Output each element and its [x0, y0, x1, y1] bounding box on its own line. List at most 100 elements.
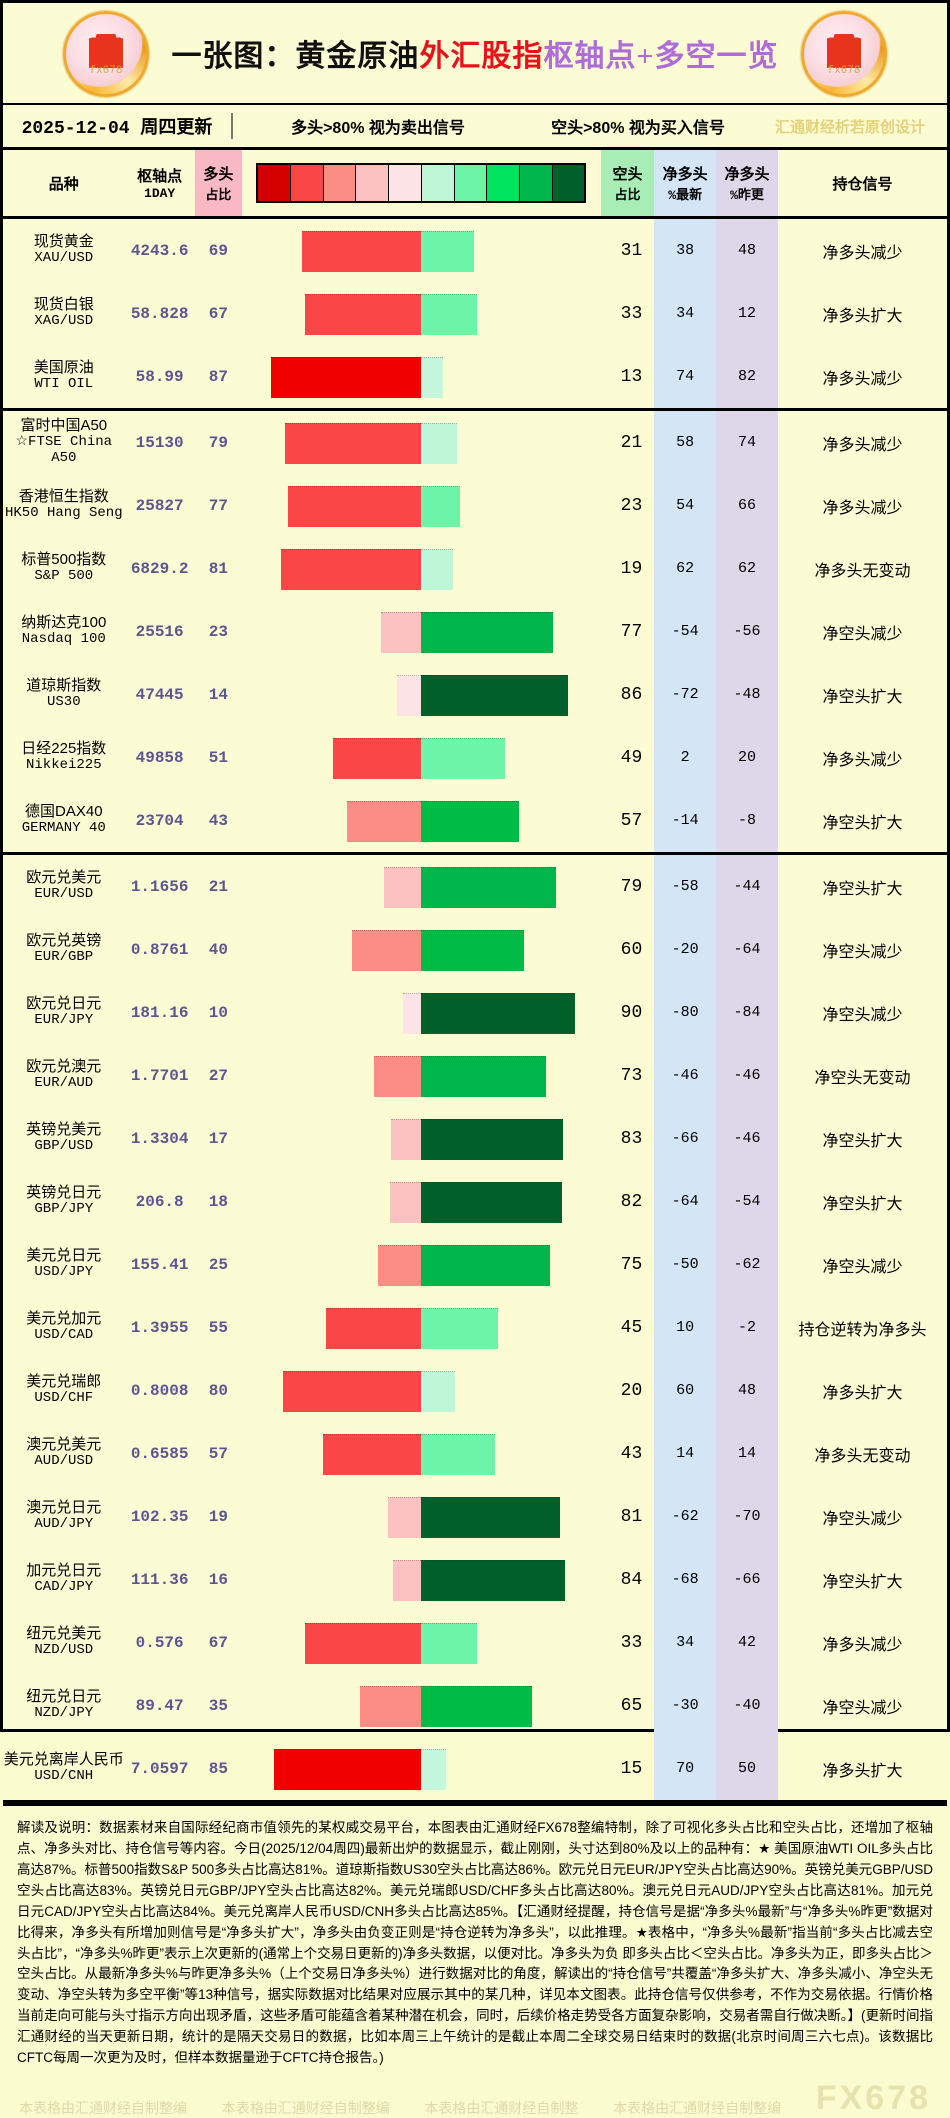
position-signal: 净空头减少	[822, 1258, 903, 1276]
banner: fx678 一张图：黄金原油外汇股指枢轴点+多空一览 fx678	[3, 3, 947, 105]
instrument-name-cn: 美元兑离岸人民币	[3, 1751, 124, 1769]
long-bar-segment	[281, 548, 421, 590]
coin-logo-left-icon: fx678	[63, 11, 149, 97]
instrument-name-en: Nikkei225	[25, 757, 102, 774]
instrument-name-cn: 英镑兑日元	[26, 1184, 102, 1202]
instrument-name-en: AUD/USD	[34, 1453, 94, 1470]
position-bar	[242, 293, 601, 335]
col-header-net-latest-main: 净多头	[662, 166, 708, 183]
long-percent-value: 57	[208, 1444, 228, 1463]
instrument-name-en: EUR/USD	[34, 886, 94, 903]
net-long-latest-value: -46	[654, 1044, 717, 1107]
net-long-prev-value: 14	[716, 1422, 778, 1485]
position-signal: 净空头减少	[822, 1510, 903, 1528]
net-long-latest-value: -14	[654, 789, 717, 855]
short-percent-value: 73	[620, 1065, 643, 1086]
position-signal: 净空头减少	[822, 1699, 903, 1717]
position-bar-cell	[242, 1548, 601, 1611]
instrument-name-en: USD/CAD	[34, 1327, 94, 1344]
instrument-name-cn: 欧元兑英镑	[26, 932, 102, 950]
long-percent-value: 19	[208, 1507, 228, 1526]
position-signal: 净多头减少	[777, 345, 947, 411]
instrument-name-en: CAD/JPY	[34, 1579, 94, 1596]
col-header-long-sub: 占比	[205, 188, 232, 203]
position-bar-cell	[242, 789, 601, 855]
credit-label-2: 本表格由汇通财经自制整	[424, 2100, 579, 2117]
position-bar	[242, 674, 601, 716]
net-long-latest-value: -68	[654, 1548, 717, 1611]
position-signal: 净空头扩大	[822, 880, 903, 898]
net-long-latest-value: -64	[654, 1170, 717, 1233]
long-bar-segment	[387, 1496, 421, 1538]
position-bar	[242, 1748, 601, 1790]
pivot-value: 47445	[135, 685, 184, 704]
col-header-long-pct: 多头 占比	[194, 150, 243, 219]
instrument-name-en: EUR/JPY	[34, 1012, 94, 1029]
pivot-value: 58.99	[124, 345, 195, 411]
short-percent-value: 31	[620, 240, 643, 261]
net-long-prev-value: 48	[716, 217, 778, 282]
pivot-value: 25516	[135, 622, 184, 641]
instrument-name: 纽元兑美元 NZD/USD	[3, 1611, 125, 1674]
position-bar	[242, 422, 601, 464]
instrument-name: 纳斯达克100 Nasdaq 100	[3, 600, 125, 663]
table-row: 现货白银 XAG/USD 58.828 67 33 34 12 净多头扩大	[3, 282, 947, 345]
long-percent-value: 81	[208, 559, 228, 578]
short-bar-segment	[420, 1307, 498, 1349]
plum-blossom-icon	[89, 33, 123, 68]
net-long-prev-value: -62	[716, 1233, 778, 1296]
fx678-watermark: FX678	[815, 2079, 931, 2118]
position-signal: 净空头无变动	[814, 1069, 911, 1087]
instrument-name: 纽元兑日元 NZD/JPY	[3, 1674, 125, 1737]
long-percent-value: 21	[208, 877, 228, 896]
pivot-value: 7.0597	[124, 1737, 195, 1803]
position-bar-cell	[242, 1737, 601, 1803]
short-bar-segment	[420, 1496, 560, 1538]
instrument-name-cn: 欧元兑美元	[26, 869, 102, 887]
long-percent-value: 85	[194, 1737, 243, 1803]
col-header-net-prev-sub: %昨更	[730, 188, 764, 203]
short-bar-segment	[420, 293, 478, 335]
instrument-name-en: USD/JPY	[34, 1264, 94, 1281]
pivot-value: 0.6585	[130, 1444, 189, 1463]
long-bar-segment	[305, 1622, 421, 1664]
instrument-name-en: GBP/JPY	[34, 1201, 94, 1218]
instrument-name: 美国原油 WTI OIL	[3, 345, 125, 411]
position-bar-cell	[242, 1359, 601, 1422]
instrument-name-cn: 纽元兑日元	[26, 1688, 102, 1706]
legend-swatch-9	[552, 165, 585, 201]
instrument-name-en: ☆FTSE China A50	[15, 434, 113, 466]
pivot-value: 58.828	[130, 304, 189, 323]
positions-table: 品种 枢轴点 1DAY 多头 占比 空头 占比 净多头	[3, 150, 947, 1803]
update-date: 2025-12-04 周四更新	[3, 113, 233, 139]
table-row: 纽元兑美元 NZD/USD 0.576 67 33 34 42 净多头减少	[3, 1611, 947, 1674]
instrument-name-cn: 标普500指数	[21, 551, 107, 569]
long-bar-segment	[389, 1181, 421, 1223]
long-threshold-note: 多头>80% 视为卖出信号	[291, 120, 465, 137]
instrument-name-cn: 德国DAX40	[25, 803, 103, 821]
position-bar	[242, 1307, 601, 1349]
net-long-latest-value: -62	[654, 1485, 717, 1548]
position-bar	[242, 1559, 601, 1601]
table-row: 英镑兑美元 GBP/USD 1.3304 17 83 -66 -46 净空头扩大	[3, 1107, 947, 1170]
long-percent-value: 23	[208, 622, 228, 641]
position-signal: 净空头扩大	[777, 789, 947, 855]
pivot-value: 102.35	[130, 1507, 189, 1526]
short-percent-value: 82	[620, 1191, 643, 1212]
instrument-name-cn: 纽元兑美元	[26, 1625, 102, 1643]
net-long-prev-value: -40	[716, 1674, 778, 1737]
position-bar-cell	[242, 1107, 601, 1170]
position-bar-cell	[242, 410, 601, 475]
position-signal: 净多头扩大	[777, 1737, 947, 1803]
position-bar-cell	[242, 1296, 601, 1359]
page-title: 一张图：黄金原油外汇股指枢轴点+多空一览	[171, 31, 778, 75]
instrument-name: 澳元兑美元 AUD/USD	[3, 1422, 125, 1485]
long-bar-segment	[393, 1559, 421, 1601]
position-bar-cell	[242, 1422, 601, 1485]
short-percent-value: 83	[620, 1128, 643, 1149]
net-long-prev-value: 42	[716, 1611, 778, 1674]
short-percent-value: 86	[620, 684, 643, 705]
net-long-latest-value: -54	[654, 600, 717, 663]
short-bar-segment	[420, 1181, 562, 1223]
long-percent-value: 77	[208, 496, 228, 515]
